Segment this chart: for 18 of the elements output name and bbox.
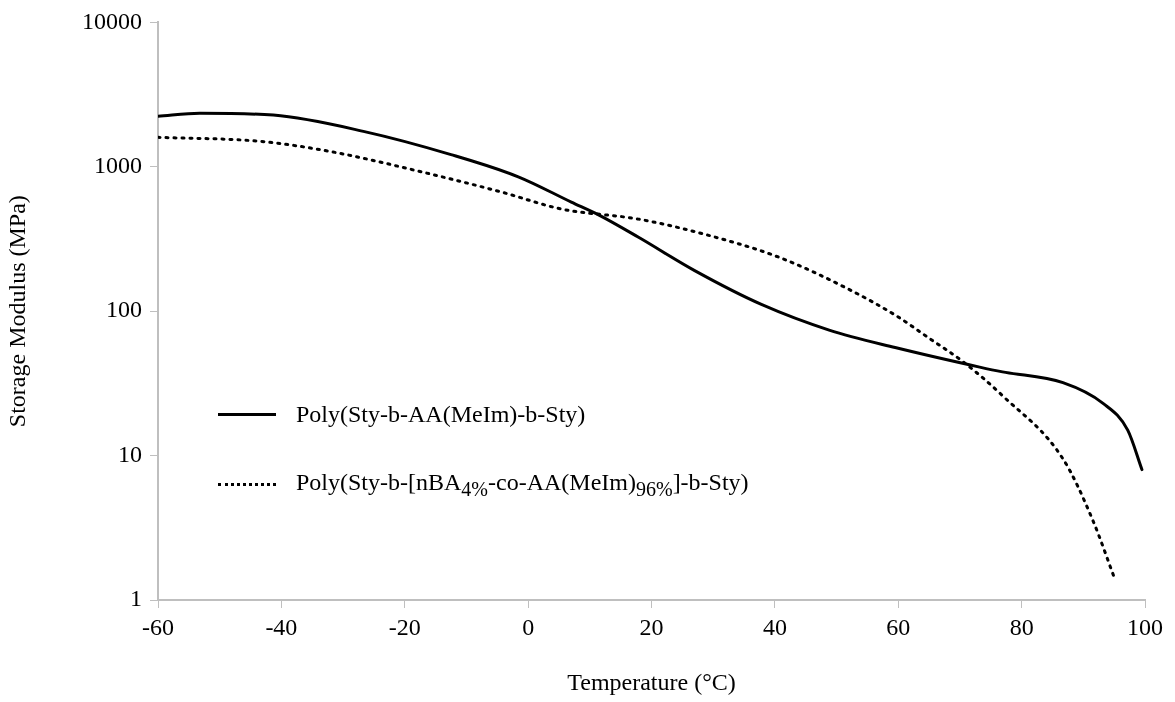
x-tick-label: -20 (388, 613, 421, 640)
x-tick-label: -60 (142, 613, 174, 640)
y-tick-label: 1 (130, 585, 142, 612)
x-tick-label: 20 (639, 613, 664, 640)
x-tick-label: 40 (762, 613, 787, 640)
y-tick-label: 10 (118, 440, 142, 467)
x-tick-label: -40 (265, 613, 298, 640)
legend-label: Poly(Sty-b-[nBA$_{4%}$-co-AA(MeIm)$_{96%}$]-b-Sty) (296, 468, 749, 501)
y-axis-title: Storage Modulus (MPa) (3, 195, 30, 428)
x-tick-label: 100 (1127, 613, 1163, 640)
x-tick-label: 0 (522, 613, 535, 640)
x-axis-title: Temperature (°C) (567, 668, 736, 695)
y-tick-label: 100 (106, 296, 142, 323)
y-tick-label: 1000 (94, 152, 142, 179)
x-tick-label: 80 (1009, 613, 1034, 640)
legend-label: Poly(Sty-b-AA(MeIm)-b-Sty) (296, 401, 586, 429)
y-tick-label: 10000 (82, 7, 142, 34)
x-tick-label: 60 (886, 613, 911, 640)
